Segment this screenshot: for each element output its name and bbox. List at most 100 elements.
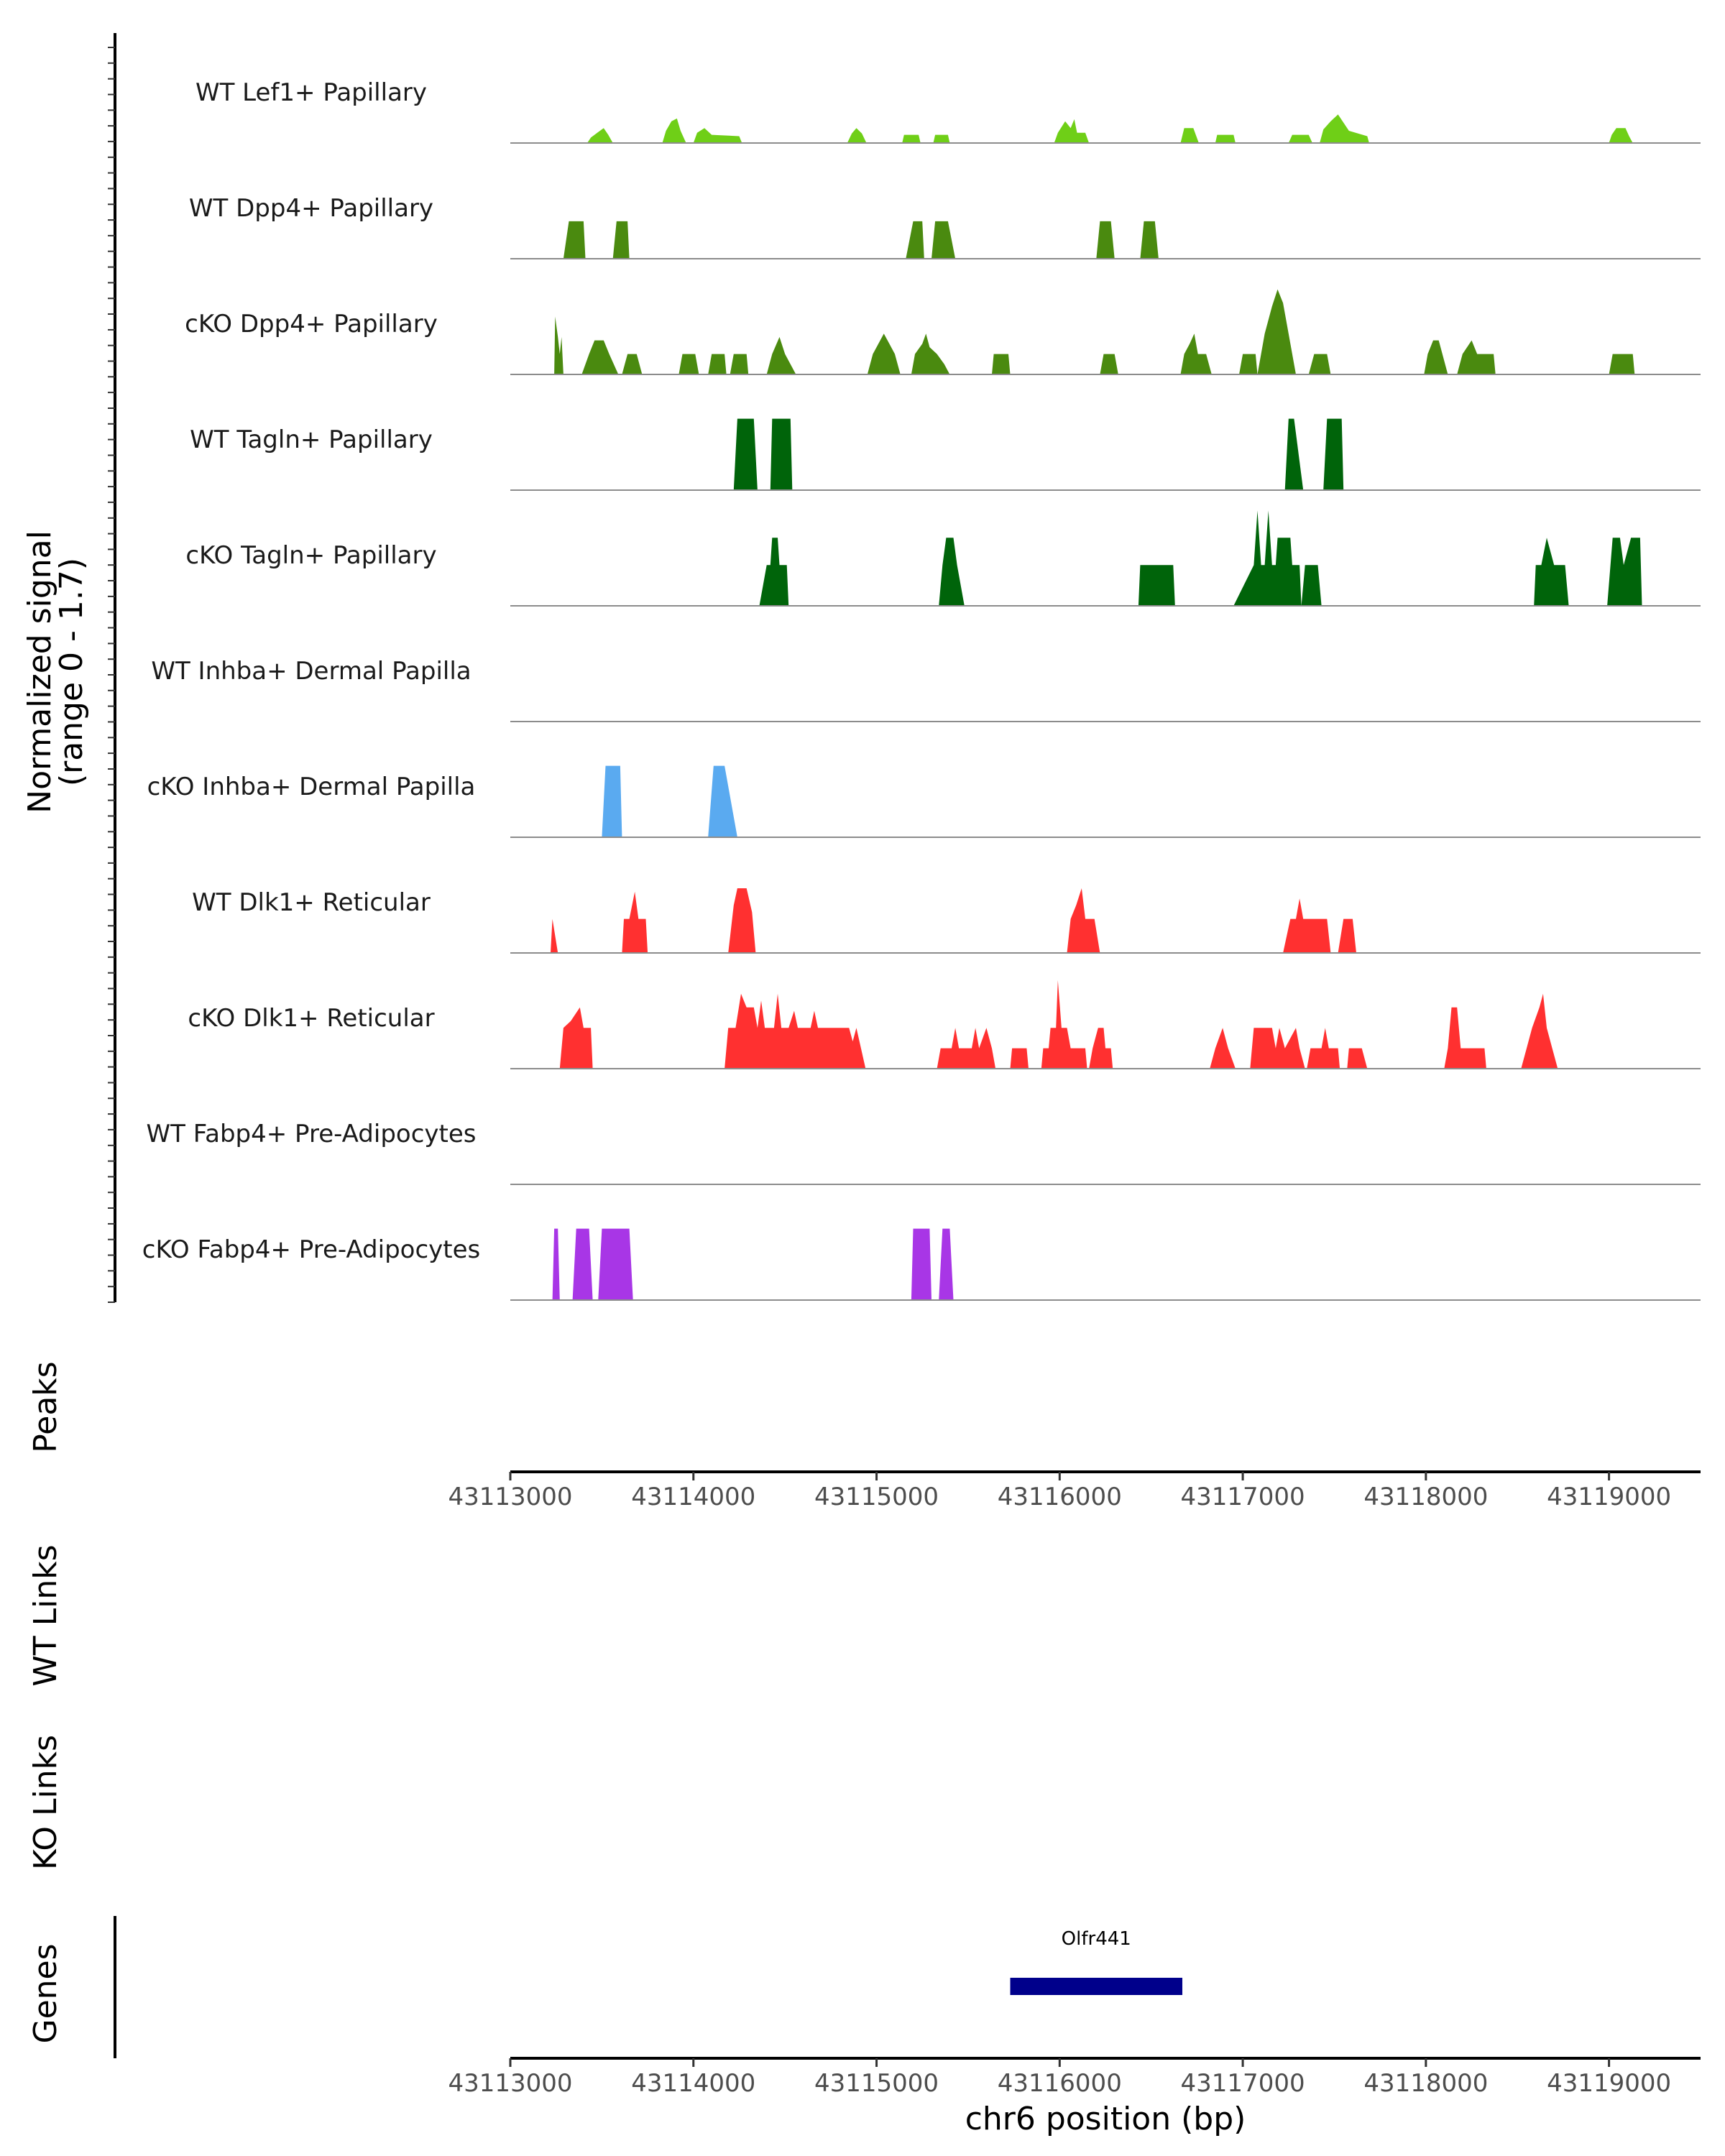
coverage-peak — [1138, 565, 1175, 606]
coverage-peak — [730, 354, 749, 374]
coverage-peak — [559, 1007, 593, 1069]
x-tick-label: 43118000 — [1363, 1483, 1488, 1511]
coverage-peak — [612, 221, 630, 259]
coverage-peak — [933, 134, 950, 143]
x-tick-label: 43118000 — [1363, 2069, 1488, 2098]
coverage-peak — [1096, 221, 1115, 259]
coverage-peak — [939, 538, 965, 606]
coverage-peak — [1308, 354, 1331, 374]
coverage-peak — [1257, 289, 1296, 374]
coverage-peak — [1089, 1028, 1113, 1069]
gene-track: Olfr441 — [1010, 1928, 1183, 1995]
peaks-track-label: Peaks — [27, 1361, 64, 1452]
track-label: cKO Fabp4+ Pre-Adipocytes — [142, 1235, 481, 1264]
track-label: WT Lef1+ Papillary — [196, 78, 427, 107]
coverage-peak — [1457, 340, 1496, 374]
coverage-peak — [1347, 1048, 1368, 1069]
x-tick-label: 43113000 — [448, 1483, 572, 1511]
coverage-peak — [1180, 128, 1199, 143]
coverage-peak — [1607, 538, 1642, 606]
coverage-peak — [728, 888, 756, 953]
x-tick-label: 43116000 — [998, 1483, 1122, 1511]
x-tick-label: 43115000 — [814, 2069, 939, 2098]
coverage-peak — [932, 221, 956, 259]
track-11: cKO Fabp4+ Pre-Adipocytes — [142, 1228, 1701, 1301]
coverage-peak — [551, 918, 558, 953]
coverage-peak — [992, 354, 1011, 374]
coverage-peak — [678, 354, 699, 374]
coverage-peak — [1233, 510, 1302, 606]
coverage-peak — [1534, 538, 1569, 606]
coverage-peak — [708, 354, 727, 374]
coverage-peak — [1100, 354, 1118, 374]
x-tick-label: 43117000 — [1181, 1483, 1305, 1511]
x-axis-top: 43113000 43114000 43115000 43116000 43117000… — [448, 1470, 1701, 1511]
coverage-tracks: WT Lef1+ Papillary WT Dpp4+ Papillary cKO … — [142, 78, 1701, 1301]
coverage-peak — [1521, 993, 1558, 1069]
coverage-peak — [1215, 134, 1236, 143]
ko-links-track-label: KO Links — [27, 1735, 64, 1870]
coverage-peak — [759, 538, 789, 606]
x-tick-label: 43114000 — [631, 1483, 755, 1511]
coverage-peak — [693, 128, 742, 143]
track-label: WT Inhba+ Dermal Papilla — [151, 657, 471, 686]
coverage-peak — [1301, 565, 1322, 606]
coverage-peak — [708, 765, 737, 837]
track-5: cKO Tagln+ Papillary — [185, 510, 1701, 607]
track-9: cKO Dlk1+ Reticular — [188, 980, 1701, 1069]
wt-links-track-label: WT Links — [27, 1544, 64, 1686]
coverage-peak — [902, 134, 921, 143]
coverage-peak — [1609, 128, 1633, 143]
coverage-peak — [911, 333, 950, 374]
gene-strand-arrow — [1017, 1980, 1024, 1993]
coverage-peak — [622, 354, 643, 374]
track-3: cKO Dpp4+ Papillary — [185, 289, 1701, 375]
coverage-peak — [563, 221, 586, 259]
signal-y-axis — [108, 33, 116, 1303]
coverage-peak — [1288, 134, 1312, 143]
x-tick-label: 43117000 — [1181, 2069, 1305, 2098]
coverage-peak — [1041, 980, 1087, 1069]
coverage-peak — [662, 118, 686, 143]
coverage-peak — [1338, 918, 1356, 953]
coverage-peak — [1140, 221, 1159, 259]
coverage-peak — [554, 316, 564, 374]
track-2: WT Dpp4+ Papillary — [189, 194, 1701, 259]
coverage-peak — [724, 993, 866, 1069]
coverage-peak — [602, 765, 622, 837]
coverage-peak — [552, 1228, 560, 1300]
coverage-peak — [1609, 354, 1635, 374]
track-label: WT Dlk1+ Reticular — [192, 888, 431, 917]
coverage-peak — [906, 221, 924, 259]
x-axis-bottom: 43113000 43114000 43115000 43116000 43117000… — [448, 2057, 1701, 2098]
coverage-peak — [587, 128, 613, 143]
track-label: cKO Dlk1+ Reticular — [188, 1004, 434, 1033]
track-4: WT Tagln+ Papillary — [190, 418, 1701, 491]
track-label: WT Dpp4+ Papillary — [189, 194, 433, 223]
coverage-peak — [1323, 418, 1344, 490]
coverage-peak — [770, 418, 793, 490]
gene-body — [1010, 1978, 1183, 1995]
track-label: cKO Tagln+ Papillary — [185, 541, 436, 570]
track-7: cKO Inhba+ Dermal Papilla — [147, 765, 1701, 838]
coverage-peak — [1307, 1028, 1340, 1069]
track-6: WT Inhba+ Dermal Papilla — [151, 657, 1701, 722]
track-label: WT Tagln+ Papillary — [190, 425, 433, 454]
coverage-peak — [1067, 888, 1100, 953]
x-tick-label: 43119000 — [1547, 2069, 1671, 2098]
y-axis-title-line1: Normalized signal — [22, 530, 58, 814]
coverage-peak — [1180, 333, 1212, 374]
x-tick-label: 43113000 — [448, 2069, 572, 2098]
track-8: WT Dlk1+ Reticular — [192, 888, 1701, 954]
coverage-peak — [572, 1228, 593, 1300]
track-10: WT Fabp4+ Pre-Adipocytes — [147, 1120, 1701, 1185]
coverage-peak — [1284, 418, 1304, 490]
y-axis-title-line2: (range 0 - 1.7) — [53, 558, 90, 786]
coverage-peak — [1210, 1028, 1236, 1069]
coverage-peak — [766, 336, 796, 374]
coverage-peak — [1424, 340, 1448, 374]
coverage-peak — [1283, 898, 1331, 953]
coverage-peak — [1239, 354, 1258, 374]
coverage-peak — [733, 418, 758, 490]
